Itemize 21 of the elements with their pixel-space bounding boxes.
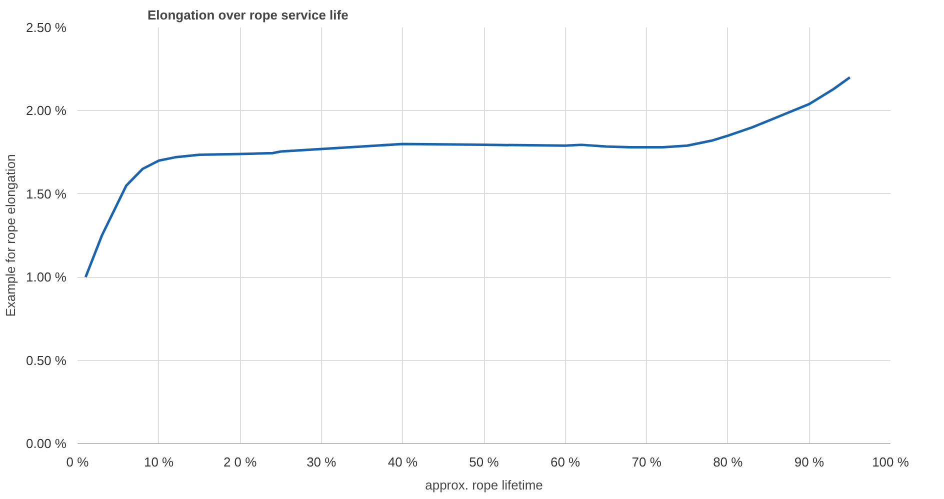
x-tick-label: 2 0 %	[223, 454, 258, 470]
y-tick-label: 1.00 %	[26, 270, 67, 285]
x-tick-label: 90 %	[794, 454, 824, 470]
x-axis-title: approx. rope lifetime	[425, 478, 543, 492]
x-tick-label: 0 %	[66, 454, 90, 470]
x-tick-label: 40 %	[388, 454, 418, 470]
y-axis-title: Example for rope elongation	[3, 154, 18, 317]
y-tick-label: 2.50 %	[26, 20, 67, 35]
x-tick-label: 30 %	[306, 454, 337, 470]
x-tick-label: 100 %	[872, 454, 910, 470]
x-tick-label: 50 %	[469, 454, 500, 470]
y-tick-label: 0.50 %	[26, 352, 67, 368]
x-tick-label: 70 %	[632, 454, 662, 470]
y-tick-label: 0.00 %	[26, 436, 67, 451]
x-tick-label: 10 %	[144, 454, 174, 470]
x-tick-label: 80 %	[713, 454, 744, 470]
line-series	[84, 76, 852, 278]
x-tick-label: 60 %	[550, 454, 581, 470]
y-tick-label: 1.50 %	[26, 186, 67, 202]
chart-title: Elongation over rope service life	[148, 8, 348, 22]
y-tick-label: 2.00 %	[26, 103, 67, 118]
